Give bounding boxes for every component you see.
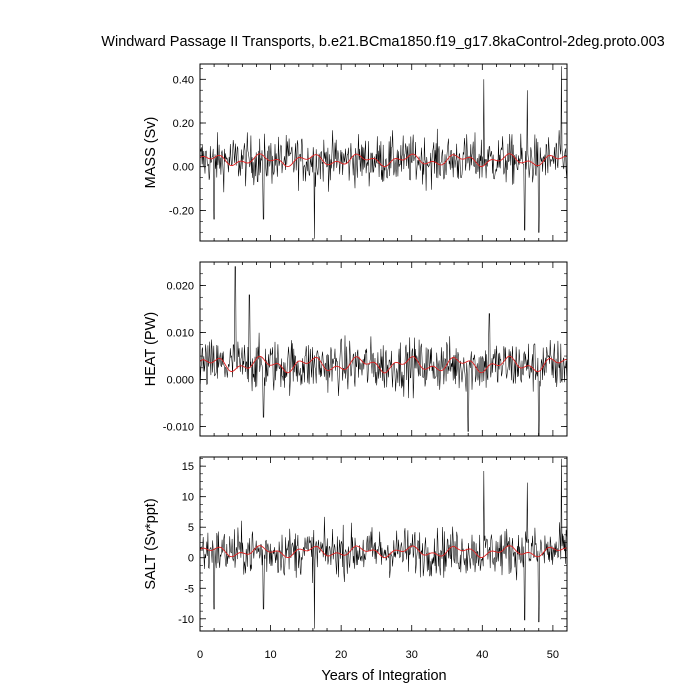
y-tick-label: 0.010 — [166, 328, 194, 340]
y-axis-label: MASS (Sv) — [143, 117, 159, 189]
y-tick-label: 0.20 — [173, 118, 194, 130]
y-tick-label: -0.20 — [169, 205, 194, 217]
y-tick-label: 0.40 — [173, 74, 194, 86]
x-tick-label: 40 — [476, 649, 488, 661]
x-tick-label: 30 — [406, 649, 418, 661]
smoothed-series-line — [199, 153, 568, 168]
y-tick-label: 0.020 — [166, 281, 194, 293]
y-tick-label: 0.000 — [166, 375, 194, 387]
y-tick-label: 0.00 — [173, 162, 194, 174]
y-tick-label: 0 — [188, 553, 194, 565]
y-tick-label: -10 — [178, 614, 194, 626]
y-tick-label: 5 — [188, 522, 194, 534]
smoothed-series-line — [199, 545, 568, 559]
x-tick-label: 0 — [197, 649, 203, 661]
y-axis-label: HEAT (PW) — [143, 312, 159, 386]
monthly-series-line — [200, 266, 567, 436]
x-tick-label: 50 — [547, 649, 559, 661]
y-tick-label: -5 — [184, 583, 194, 595]
x-tick-label: 10 — [264, 649, 276, 661]
x-tick-label: 20 — [335, 649, 347, 661]
monthly-series-line — [200, 66, 567, 239]
y-axis-label: SALT (Sv*ppt) — [143, 498, 159, 589]
panels: 0.40 0.20 0.00 -0.20 MASS (Sv) 0.020 0.010 0.00… — [143, 63, 568, 661]
y-tick-label: 15 — [182, 461, 194, 473]
monthly-series-line — [200, 458, 567, 629]
x-axis-label: Years of Integration — [321, 668, 446, 684]
y-tick-label: 10 — [182, 492, 194, 504]
smoothed-series-line — [199, 355, 568, 374]
y-tick-label: -0.010 — [163, 422, 194, 434]
chart-title: Windward Passage II Transports, b.e21.BC… — [101, 34, 664, 50]
